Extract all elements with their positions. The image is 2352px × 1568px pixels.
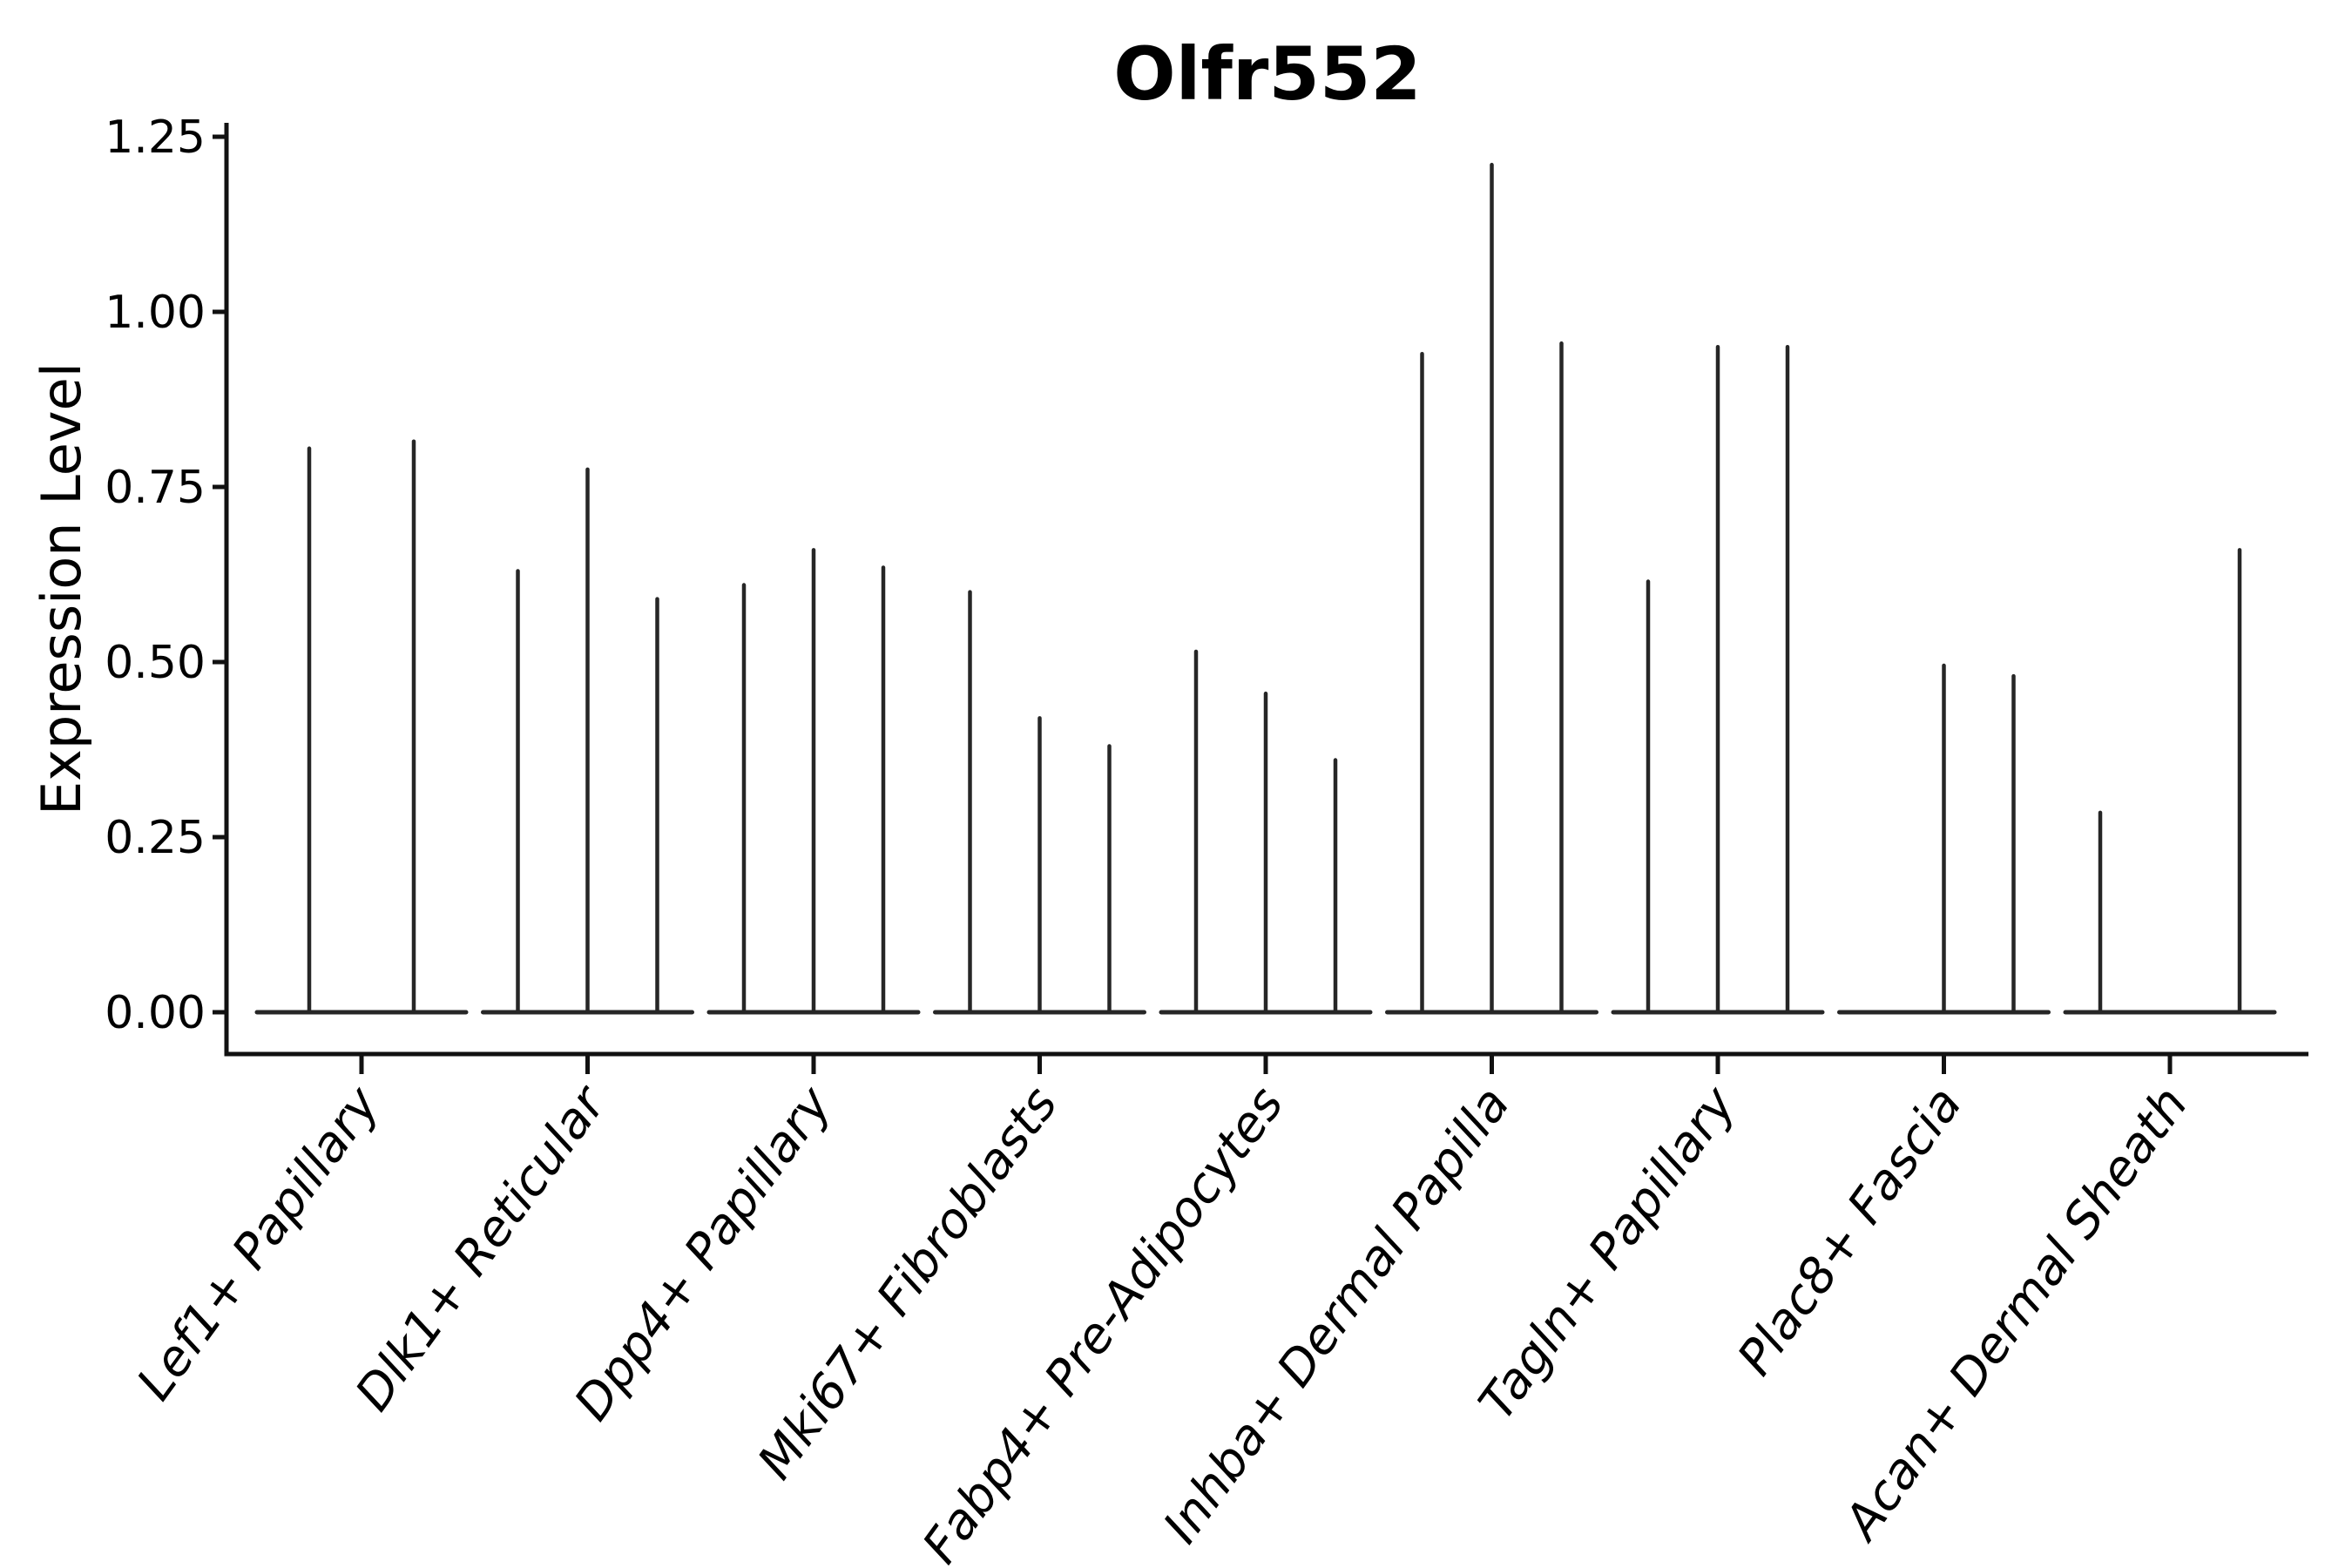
y-tick-label: 1.25	[105, 112, 206, 164]
x-tick-label: Tagln+ Papillary	[1468, 1076, 1747, 1430]
x-tick-label: Plac8+ Fascia	[1727, 1077, 1973, 1386]
y-tick-label: 0.75	[105, 462, 206, 514]
x-tick-label: Lef1+ Papillary	[126, 1076, 391, 1410]
x-tick-label: Dlk1+ Reticular	[345, 1075, 618, 1422]
y-tick-label: 0.25	[105, 812, 206, 864]
violin-series	[254, 162, 2277, 1015]
y-axis-label: Expression Level	[30, 362, 93, 815]
y-tick-label: 1.00	[105, 287, 206, 339]
y-axis-ticks: 0.00 0.25 0.50 0.75 1.00 1.25	[105, 112, 226, 1039]
y-tick-label: 0.50	[105, 637, 206, 689]
chart-title: Olfr552	[1113, 31, 1422, 117]
y-tick-label: 0.00	[105, 987, 206, 1039]
x-tick-label: Dpp4+ Papillary	[564, 1076, 843, 1430]
